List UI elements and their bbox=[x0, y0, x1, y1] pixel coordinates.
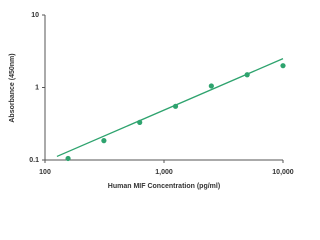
data-point bbox=[244, 72, 250, 78]
x-axis-title: Human MIF Concentration (pg/ml) bbox=[108, 183, 220, 190]
y-tick-label: 10 bbox=[31, 12, 39, 19]
y-axis-title: Absorbance (450nm) bbox=[9, 53, 16, 122]
data-point bbox=[172, 103, 179, 109]
data-point bbox=[208, 83, 214, 89]
chart: Human MIF Concentration (pg/ml) Absorban… bbox=[9, 12, 294, 190]
y-tick-label: 1 bbox=[35, 84, 39, 91]
data-point bbox=[280, 63, 286, 69]
data-point bbox=[137, 119, 143, 126]
y-tick-label: 0.1 bbox=[29, 157, 39, 164]
data-point bbox=[65, 155, 71, 162]
x-tick-label: 10,000 bbox=[272, 169, 294, 176]
data-point bbox=[101, 138, 107, 144]
x-tick-label: 1,000 bbox=[155, 169, 173, 176]
x-tick-label: 100 bbox=[39, 169, 51, 176]
